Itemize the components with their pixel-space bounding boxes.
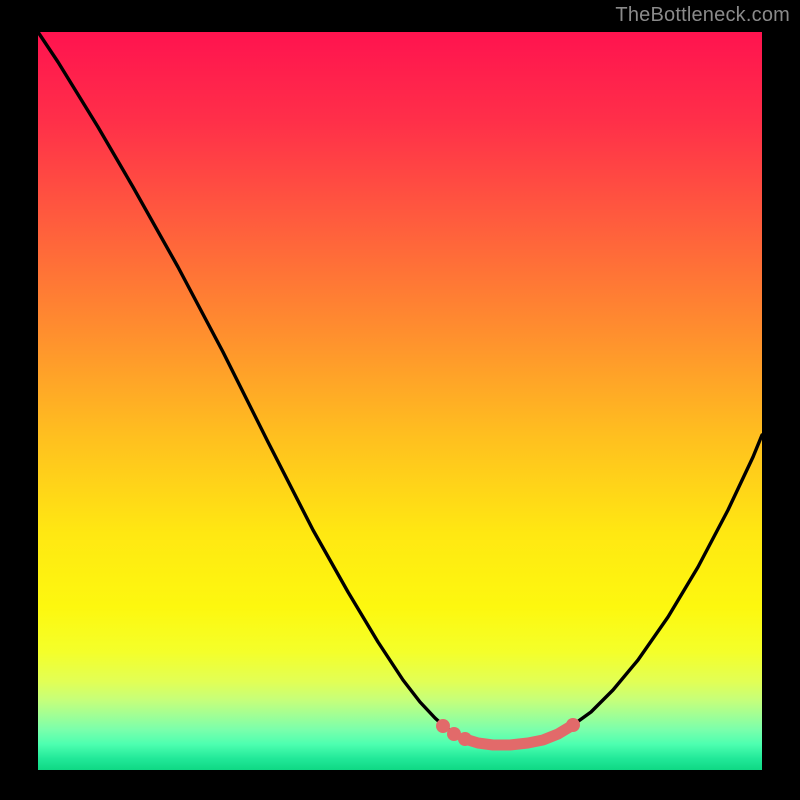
plot-area — [38, 32, 762, 770]
gradient-background — [38, 32, 762, 770]
highlight-marker — [447, 727, 461, 741]
watermark-text: TheBottleneck.com — [615, 4, 790, 27]
outer-frame: TheBottleneck.com — [0, 0, 800, 800]
chart-svg — [38, 32, 762, 770]
highlight-marker — [566, 718, 580, 732]
